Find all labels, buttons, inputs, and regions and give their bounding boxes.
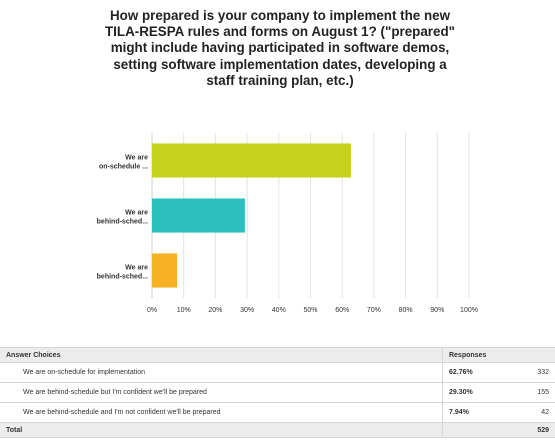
category-label: We are behind-sched... [97,265,148,281]
category-label: We are behind-sched... [97,210,148,226]
header-answer-choices: Answer Choices [0,347,443,363]
row-choice: We are on-schedule for implementation [0,362,443,383]
row-choice: We are behind-schedule but I'm confident… [0,382,443,403]
table-row: We are behind-schedule and I'm not confi… [0,402,555,423]
x-tick-label: 40% [272,307,286,314]
row-percent: 29.30% [442,382,507,403]
table-row: We are behind-schedule but I'm confident… [0,382,555,403]
table-total-row: Total 529 [0,422,555,438]
row-choice: We are behind-schedule and I'm not confi… [0,402,443,423]
x-tick-label: 30% [240,307,254,314]
responses-table: Answer Choices Responses We are on-sched… [0,347,555,438]
bar [152,143,351,178]
x-tick-label: 80% [399,307,413,314]
row-percent: 62.76% [442,362,507,383]
x-tick-label: 0% [147,307,157,314]
category-label: We are on-schedule ... [99,155,148,171]
bar [152,253,178,288]
x-tick-label: 10% [177,307,191,314]
total-spacer [442,422,507,438]
x-tick-label: 100% [460,307,478,314]
chart-title: How prepared is your company to implemen… [105,8,455,88]
x-tick-label: 50% [303,307,317,314]
table-header-row: Answer Choices Responses [0,347,555,363]
total-count: 529 [506,422,555,438]
row-count: 42 [506,402,555,423]
total-label: Total [0,422,443,438]
x-tick-label: 90% [430,307,444,314]
header-responses: Responses [442,347,555,363]
table-row: We are on-schedule for implementation 62… [0,362,555,383]
bar-chart: 0% 10% 20% 30% 40% 50% 60% 70% 80% 90% 100% We are o… [97,133,478,314]
x-tick-label: 60% [335,307,349,314]
row-percent: 7.94% [442,402,507,423]
row-count: 332 [506,362,555,383]
row-count: 155 [506,382,555,403]
x-tick-label: 70% [367,307,381,314]
bar [152,198,245,233]
x-tick-label: 20% [208,307,222,314]
